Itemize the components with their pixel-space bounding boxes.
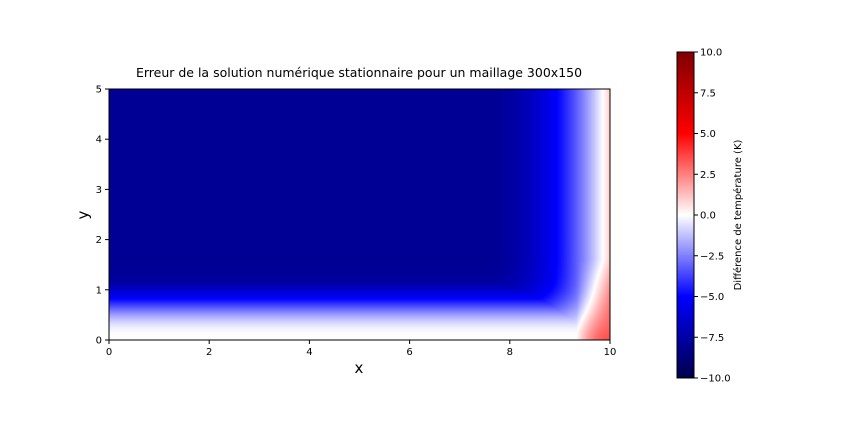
x-axis: 0 2 4 6 8 10 (106, 340, 617, 358)
colorbar-gradient (676, 51, 695, 379)
colorbar-tick-label: −10.0 (700, 374, 731, 385)
y-axis: 0 1 2 3 4 5 (96, 85, 109, 347)
y-tick-label: 4 (96, 135, 102, 146)
y-tick-label: 5 (96, 85, 102, 96)
y-tick-label: 2 (96, 235, 102, 246)
colorbar-tick-label: −7.5 (700, 333, 724, 344)
y-tick-label: 1 (96, 285, 102, 296)
colorbar-tick-label: −5.0 (700, 292, 724, 303)
chart-title: Erreur de la solution numérique stationn… (136, 65, 582, 80)
y-axis-label: y (74, 210, 92, 219)
x-tick-label: 6 (406, 347, 412, 358)
heatmap-plot (108, 88, 611, 341)
colorbar: 10.0 7.5 5.0 2.5 0.0 −2.5 −5.0 −7.5 −10.0 Différ… (676, 48, 744, 385)
colorbar-ticks: 10.0 7.5 5.0 2.5 0.0 −2.5 −5.0 −7.5 −10.0 (694, 48, 731, 385)
colorbar-tick-label: −2.5 (700, 251, 724, 262)
plot-frame (108, 88, 611, 341)
x-tick-label: 0 (106, 347, 112, 358)
colorbar-label: Différence de température (K) (732, 140, 744, 291)
colorbar-tick-label: 5.0 (700, 129, 716, 140)
x-tick-label: 4 (306, 347, 312, 358)
colorbar-tick-label: 7.5 (700, 88, 716, 99)
heatmap-image (109, 89, 610, 340)
colorbar-tick-label: 2.5 (700, 170, 716, 181)
colorbar-tick-label: 0.0 (700, 211, 716, 222)
x-tick-label: 10 (604, 347, 617, 358)
x-tick-label: 2 (206, 347, 212, 358)
x-tick-label: 8 (507, 347, 513, 358)
y-tick-label: 3 (96, 185, 102, 196)
colorbar-tick-label: 10.0 (700, 48, 722, 59)
y-tick-label: 0 (96, 336, 102, 347)
x-axis-label: x (355, 359, 364, 377)
